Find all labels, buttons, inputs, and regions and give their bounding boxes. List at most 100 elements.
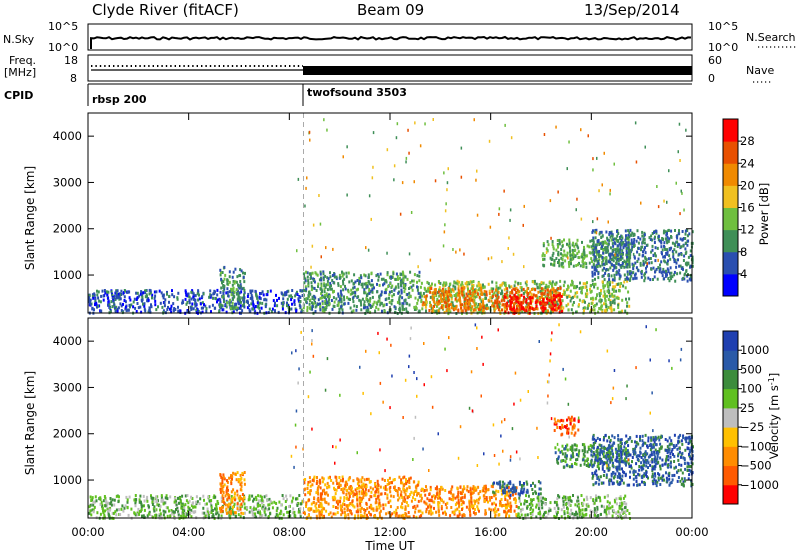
power-scatter-cell [328, 295, 331, 298]
velocity-scatter-cell [96, 511, 99, 515]
power-scatter-cell [637, 241, 640, 245]
power-scatter-cell [370, 271, 373, 275]
power-scatter-cell [687, 262, 690, 266]
velocity-scatter-cell [387, 511, 390, 515]
power-scatter-cell [251, 298, 254, 302]
power-scatter-cell [491, 304, 494, 308]
power-scatter-cell [585, 262, 588, 266]
power-scatter-cell [157, 305, 159, 309]
power-scatter-cell [132, 300, 135, 304]
power-scatter-cell [446, 309, 449, 312]
power-scatter-cell [581, 285, 584, 289]
power-scatter-cell [399, 276, 401, 280]
power-scatter-cell [383, 310, 386, 314]
power-scatter-cell [551, 243, 554, 246]
power-scatter-cell [593, 283, 595, 286]
velocity-scatter-cell [313, 476, 316, 480]
velocity-scatter-cell [495, 509, 498, 513]
power-scatter-cell [365, 309, 368, 313]
nsky-tick-bottom: 10^0 [48, 41, 78, 54]
power-scatter-cell [454, 285, 457, 289]
power-scatter-cell [444, 209, 447, 213]
velocity-scatter-cell [408, 486, 411, 490]
power-colorbar-label: Power [dB] [757, 183, 771, 246]
power-scatter-cell [344, 284, 346, 288]
power-scatter-cell [476, 284, 479, 288]
power-scatter-cell [613, 298, 616, 302]
power-scatter-cell [657, 235, 660, 238]
power-scatter-cell [231, 283, 234, 287]
power-scatter-cell [634, 261, 637, 265]
velocity-scatter-cell [412, 480, 415, 484]
power-scatter-cell [143, 302, 146, 306]
power-scatter-cell [497, 302, 500, 306]
velocity-scatter-cell [205, 502, 208, 506]
power-scatter-cell [171, 289, 173, 293]
velocity-scatter-cell [232, 471, 235, 475]
power-scatter-cell [518, 303, 521, 307]
power-scatter-cell [654, 235, 656, 239]
power-scatter-cell [626, 276, 629, 280]
power-scatter-cell [304, 279, 307, 283]
power-scatter-cell [273, 309, 276, 313]
power-scatter-cell [384, 279, 387, 283]
velocity-scatter-cell [514, 492, 517, 496]
power-scatter-cell [240, 300, 242, 304]
velocity-scatter-cell [120, 507, 123, 511]
power-scatter-cell [572, 295, 574, 299]
power-scatter-cell [500, 289, 503, 293]
velocity-scatter-cell [382, 507, 385, 511]
power-scatter-cell [654, 246, 657, 250]
velocity-scatter-cell [356, 487, 359, 490]
power-scatter-cell [672, 252, 675, 256]
velocity-scatter-cell [343, 507, 346, 511]
power-scatter-cell [591, 239, 594, 243]
power-scatter-cell [610, 307, 613, 311]
power-scatter-cell [433, 288, 436, 292]
velocity-scatter-cell [219, 490, 222, 494]
power-scatter-cell [188, 310, 191, 314]
power-scatter-cell [352, 300, 355, 304]
power-scatter-cell [499, 284, 502, 288]
power-scatter-cell [568, 242, 571, 246]
power-scatter-cell [201, 301, 204, 305]
velocity-scatter-cell [340, 513, 343, 517]
velocity-scatter-cell [158, 514, 161, 518]
velocity-scatter-cell [410, 490, 413, 494]
power-scatter-cell [448, 293, 451, 297]
velocity-scatter-cell [436, 487, 439, 491]
power-scatter-cell [686, 234, 689, 238]
velocity-scatter-cell [433, 506, 435, 510]
power-scatter-cell [619, 264, 622, 268]
power-scatter-cell [232, 279, 235, 283]
velocity-scatter-cell [477, 497, 480, 501]
power-scatter-cell [366, 294, 369, 297]
power-scatter-cell [645, 258, 648, 262]
power-scatter-cell [475, 302, 478, 306]
velocity-scatter-cell [370, 513, 372, 517]
velocity-scatter-cell [206, 512, 209, 516]
power-scatter-cell [594, 236, 597, 240]
power-scatter-cell [423, 295, 426, 299]
power-scatter-cell [628, 255, 631, 259]
velocity-scatter-cell [416, 491, 419, 495]
power-scatter-cell [444, 223, 446, 227]
velocity-scatter-cell [352, 490, 355, 494]
power-scatter-cell [486, 303, 488, 307]
power-scatter-cell [451, 306, 453, 310]
power-scatter-cell [290, 298, 293, 302]
power-scatter-cell [679, 212, 681, 216]
velocity-scatter-cell [321, 476, 324, 480]
power-scatter-cell [520, 286, 523, 290]
power-scatter-cell [220, 277, 223, 281]
power-scatter-cell [583, 251, 586, 255]
power-scatter-cell [599, 292, 602, 295]
power-scatter-cell [617, 303, 620, 307]
power-scatter-cell [192, 292, 195, 296]
power-scatter-cell [164, 298, 167, 302]
velocity-scatter-cell [152, 500, 155, 504]
power-scatter-cell [563, 291, 566, 294]
velocity-scatter-cell [232, 505, 234, 509]
velocity-scatter-cell [389, 490, 392, 494]
velocity-scatter-cell [344, 481, 347, 485]
